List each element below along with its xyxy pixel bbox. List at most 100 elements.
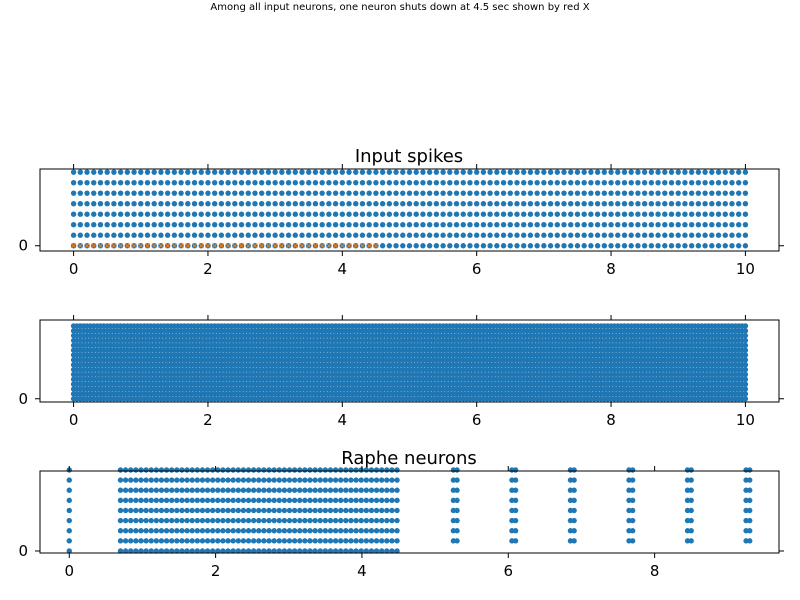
spike-point (363, 528, 370, 534)
spike-point (389, 548, 395, 554)
spike-point (245, 538, 252, 544)
spike-point (198, 190, 204, 196)
spike-point (199, 497, 206, 504)
spike-point (648, 232, 655, 238)
spike-point (393, 190, 399, 196)
spike-point (715, 232, 722, 238)
spike-point (353, 467, 359, 473)
spike-point (571, 538, 577, 544)
spike-point (571, 487, 577, 493)
spike-point (66, 507, 72, 514)
spike-point (594, 169, 601, 175)
spike-point (378, 538, 385, 544)
spike-point (695, 211, 702, 217)
spike-point (568, 232, 574, 238)
spike-point (245, 169, 251, 175)
spike-point (158, 232, 164, 238)
spike-point (729, 222, 735, 228)
spike-point (215, 497, 221, 504)
spike-point (366, 200, 372, 207)
spike-point (143, 497, 149, 504)
spike-point (343, 548, 349, 554)
spike-point (473, 211, 480, 217)
spike-point (420, 232, 426, 238)
spike-point (151, 211, 157, 217)
spike-point (440, 232, 446, 238)
spike-point (742, 323, 749, 329)
spike-point (561, 243, 567, 249)
spike-point (389, 487, 395, 493)
spike-point (353, 517, 359, 524)
spike-point (373, 467, 380, 473)
spike-point (747, 538, 753, 544)
spike-point (158, 200, 164, 207)
spike-point (148, 487, 154, 493)
spike-point (702, 243, 708, 249)
spike-point (306, 222, 312, 228)
shutdown-marker (292, 243, 298, 249)
spike-point (158, 179, 164, 186)
spike-point (179, 538, 185, 544)
spike-point (366, 169, 372, 175)
spike-point (373, 528, 380, 534)
spike-point (554, 211, 560, 217)
spike-point (433, 169, 440, 175)
spike-point (641, 179, 648, 186)
spike-point (128, 507, 134, 514)
spike-point (339, 232, 346, 238)
spike-point (574, 211, 581, 217)
spike-point (148, 507, 154, 514)
spike-point (185, 200, 191, 207)
spike-point (594, 222, 601, 228)
spike-point (332, 200, 339, 207)
spike-point (588, 179, 594, 186)
spike-point (232, 222, 238, 228)
spike-point (122, 487, 129, 493)
spike-point (204, 487, 211, 493)
spike-point (406, 232, 413, 238)
spike-point (453, 200, 460, 207)
spike-point (366, 211, 372, 217)
spike-point (189, 487, 195, 493)
spike-point (143, 487, 149, 493)
spike-point (601, 232, 608, 238)
spike-point (220, 467, 226, 473)
shutdown-marker (104, 243, 110, 249)
spike-point (348, 538, 354, 544)
spike-point (338, 548, 344, 554)
spike-point (400, 222, 406, 228)
spike-point (574, 169, 581, 175)
spike-point (480, 190, 487, 196)
spike-point (299, 211, 305, 217)
spike-point (153, 538, 160, 544)
spike-point (454, 477, 460, 483)
spike-point (240, 487, 247, 493)
spike-point (742, 352, 749, 358)
spike-point (266, 507, 272, 514)
spike-point (655, 222, 661, 228)
spike-point (184, 477, 190, 483)
spike-point (709, 243, 715, 249)
spike-point (111, 232, 117, 238)
spike-point (299, 232, 305, 238)
spike-point (204, 517, 211, 524)
spike-point (235, 507, 241, 514)
spike-point (104, 211, 110, 217)
spike-point (747, 477, 753, 483)
spike-point (128, 548, 134, 554)
spike-point (494, 243, 500, 249)
spike-point (648, 179, 655, 186)
spike-point (500, 211, 507, 217)
spike-point (358, 528, 364, 534)
x-tick-label: 8 (606, 260, 616, 278)
spike-point (271, 497, 277, 504)
spike-point (250, 517, 257, 524)
spike-point (460, 222, 466, 228)
x-tick-label: 0 (69, 411, 79, 429)
spike-point (302, 497, 308, 504)
spike-point (487, 190, 493, 196)
spike-point (426, 169, 433, 175)
spike-point (230, 507, 236, 514)
spike-point (668, 222, 675, 228)
spike-point (547, 169, 554, 175)
